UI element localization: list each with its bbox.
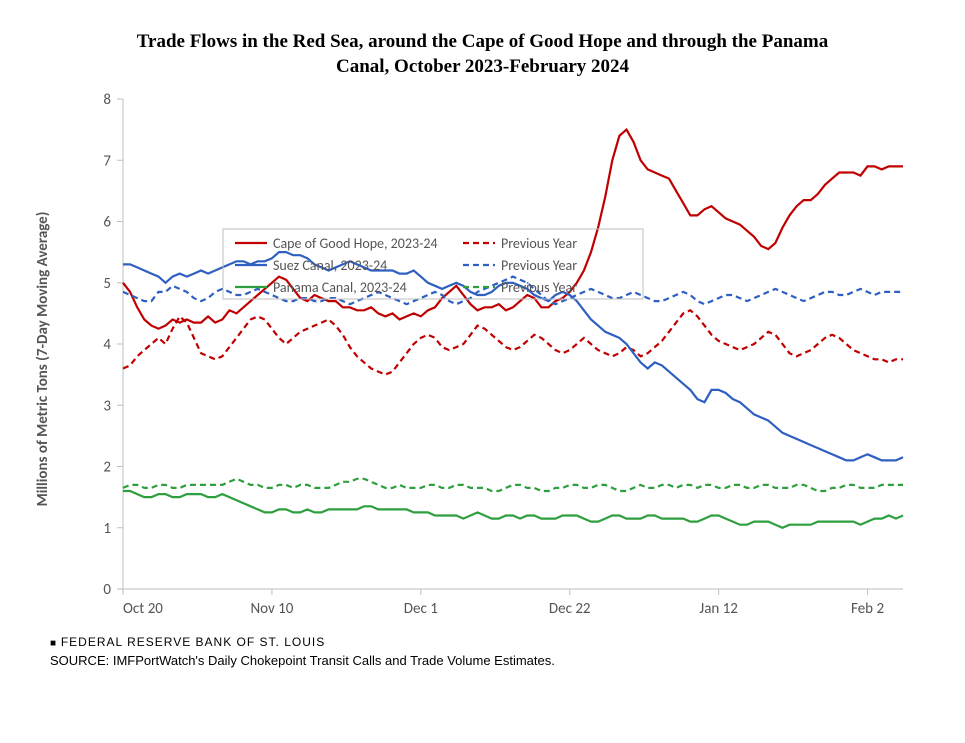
page: Trade Flows in the Red Sea, around the C…: [0, 0, 965, 743]
svg-text:8: 8: [103, 91, 111, 109]
svg-text:Suez Canal, 2023-24: Suez Canal, 2023-24: [273, 257, 387, 274]
chart-container: Millions of Metric Tons (7-Day Moving Av…: [43, 89, 923, 629]
svg-text:4: 4: [103, 336, 111, 354]
svg-text:Previous Year: Previous Year: [501, 279, 577, 296]
svg-text:Oct 20: Oct 20: [123, 600, 163, 618]
title-line-2: Canal, October 2023-February 2024: [336, 56, 629, 77]
source-line: SOURCE: IMFPortWatch's Daily Chokepoint …: [50, 653, 925, 668]
svg-text:Jan 12: Jan 12: [699, 600, 737, 618]
svg-text:Feb 2: Feb 2: [851, 600, 884, 618]
svg-text:0: 0: [103, 581, 111, 599]
svg-text:7: 7: [103, 153, 111, 171]
svg-text:6: 6: [103, 214, 111, 232]
line-chart: 0 1 2 3 4 5 6 7 8 Oct 20 Nov 10 Dec 1 Dec 22 Jan 12 Fe…: [43, 89, 923, 629]
footer: FEDERAL RESERVE BANK OF ST. LOUIS SOURCE…: [40, 635, 925, 668]
chart-title: Trade Flows in the Red Sea, around the C…: [80, 30, 885, 79]
svg-text:2: 2: [103, 459, 111, 477]
svg-text:Dec 22: Dec 22: [548, 600, 590, 618]
svg-text:Dec 1: Dec 1: [403, 600, 437, 618]
svg-text:Nov 10: Nov 10: [250, 600, 293, 618]
y-axis-label: Millions of Metric Tons (7-Day Moving Av…: [34, 212, 52, 507]
svg-text:1: 1: [103, 520, 111, 538]
svg-text:Cape of Good Hope, 2023-24: Cape of Good Hope, 2023-24: [273, 235, 438, 252]
title-line-1: Trade Flows in the Red Sea, around the C…: [137, 31, 828, 52]
svg-text:3: 3: [103, 398, 111, 416]
svg-text:Previous Year: Previous Year: [501, 235, 577, 252]
svg-text:Previous Year: Previous Year: [501, 257, 577, 274]
svg-text:5: 5: [103, 275, 111, 293]
brand-line: FEDERAL RESERVE BANK OF ST. LOUIS: [50, 635, 925, 649]
svg-text:Panama Canal, 2023-24: Panama Canal, 2023-24: [273, 279, 407, 296]
